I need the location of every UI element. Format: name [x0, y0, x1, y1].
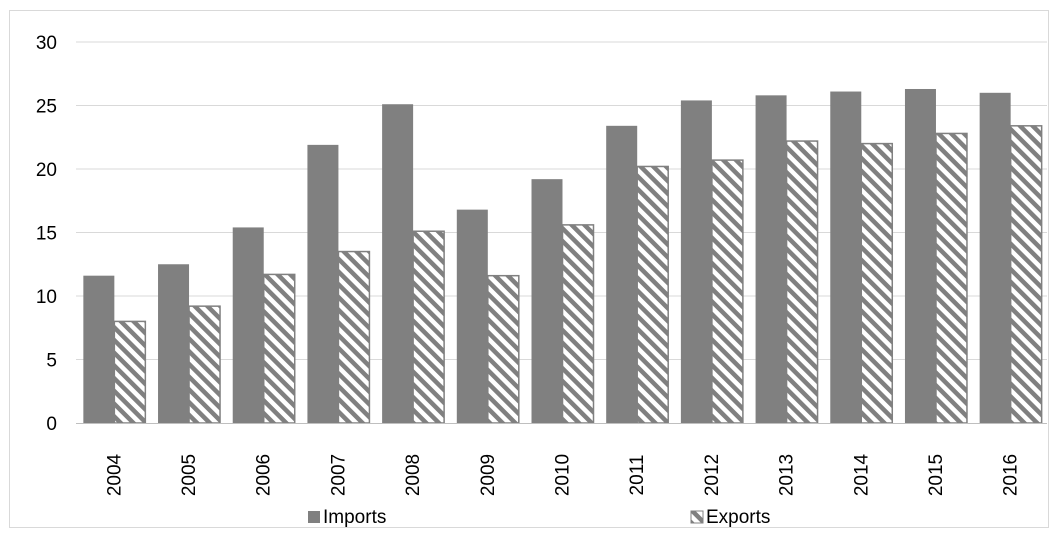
bar-imports-2009 — [456, 209, 488, 423]
bar-exports-2004 — [113, 320, 147, 424]
legend-swatch-imports — [308, 511, 320, 523]
x-tick-label: 2009 — [478, 454, 499, 496]
x-tick-label: 2007 — [328, 454, 349, 496]
x-tick-label: 2004 — [104, 453, 125, 496]
y-tick-label: 0 — [46, 414, 57, 435]
y-tick-label: 20 — [36, 160, 57, 181]
y-tick-label: 10 — [36, 287, 57, 308]
legend-label-imports: Imports — [323, 507, 386, 528]
bar-imports-2004 — [83, 275, 115, 423]
legend-swatch-exports — [690, 510, 704, 524]
bar-imports-2015 — [904, 88, 936, 424]
y-tick-label: 15 — [36, 224, 57, 245]
y-tick-label: 30 — [36, 33, 57, 54]
axes: 0 5 10 15 20 25 30 2004 2005 2006 2007 2008 2009 2010… — [36, 33, 1047, 496]
bar-exports-2010 — [561, 224, 595, 424]
x-tick-label: 2005 — [179, 454, 200, 496]
x-tick-label: 2012 — [702, 454, 723, 496]
bar-exports-2015 — [935, 132, 968, 424]
bar-exports-2006 — [262, 273, 296, 424]
bar-imports-2006 — [232, 227, 264, 423]
bar-imports-2005 — [158, 264, 190, 423]
bar-imports-2012 — [680, 100, 712, 424]
bar-imports-2011 — [606, 125, 638, 423]
x-tick-label: 2006 — [254, 454, 275, 496]
bar-imports-2008 — [382, 104, 414, 423]
x-tick-label: 2015 — [926, 454, 947, 496]
x-tick-label: 2011 — [627, 455, 648, 496]
bar-exports-2016 — [1009, 125, 1043, 424]
bar-exports-2013 — [785, 140, 819, 424]
bar-exports-2012 — [711, 159, 744, 424]
bar-imports-2014 — [830, 91, 862, 423]
bar-exports-2005 — [188, 305, 221, 424]
x-tick-label: 2016 — [1001, 454, 1022, 496]
bar-exports-2011 — [636, 165, 669, 424]
x-tick-label: 2008 — [403, 454, 424, 496]
bar-imports-2013 — [755, 95, 787, 423]
legend: Imports Exports — [308, 507, 770, 528]
x-tick-label: 2014 — [851, 453, 872, 496]
bar-exports-2009 — [487, 274, 520, 424]
bar-exports-2014 — [860, 142, 894, 424]
bar-imports-2016 — [979, 92, 1011, 424]
legend-label-exports: Exports — [706, 507, 770, 528]
bars — [83, 88, 1043, 424]
y-tick-label: 5 — [46, 351, 57, 372]
x-tick-label: 2013 — [777, 454, 798, 496]
bar-exports-2008 — [412, 230, 445, 424]
x-tick-label: 2010 — [553, 454, 574, 496]
bar-exports-2007 — [337, 250, 371, 424]
y-tick-label: 25 — [36, 97, 57, 118]
bar-imports-2010 — [531, 179, 563, 423]
bar-imports-2007 — [307, 144, 339, 423]
